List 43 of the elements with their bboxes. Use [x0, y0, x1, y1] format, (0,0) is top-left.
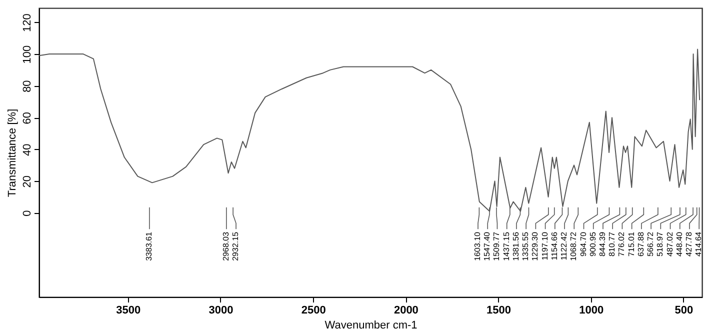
x-tick-label: 1500	[486, 304, 512, 316]
annotation: 1381.56	[511, 231, 520, 261]
annotation: 2968.03	[221, 231, 230, 261]
annotation: 844.39	[598, 231, 607, 256]
x-tick-label: 500	[674, 304, 694, 316]
annotation: 427.78	[684, 231, 694, 256]
annotation: 1122.42	[560, 231, 569, 260]
annotation: 1509.77	[492, 231, 502, 261]
y-tick-label: 120	[22, 14, 34, 32]
annotation: 1229.30	[530, 231, 540, 261]
annotation: 518.97	[656, 231, 665, 256]
x-tick-label: 1000	[579, 304, 604, 316]
annotation: 776.02	[617, 231, 626, 256]
annotation: 637.88	[636, 231, 646, 256]
annotation: 964.70	[578, 231, 588, 256]
annotation: 1154.66	[550, 231, 559, 260]
x-tick-label: 2000	[394, 304, 418, 316]
y-tick-label: 60	[22, 112, 34, 124]
annotation: 810.77	[608, 231, 617, 256]
annotation: 487.02	[665, 231, 674, 256]
annotation: 900.95	[588, 231, 598, 256]
y-tick-label: 20	[22, 175, 34, 188]
y-tick-label: 40	[22, 144, 34, 156]
annotation: 448.40	[674, 231, 684, 256]
annotation: 1068.72	[569, 231, 578, 261]
annotation: 1335.55	[521, 231, 530, 261]
y-tick-label: 100	[22, 45, 34, 64]
annotation: 2932.15	[231, 231, 240, 261]
annotation: 1197.10	[540, 231, 550, 260]
annotation: 414.64	[694, 231, 704, 256]
annotation: 1603.10	[473, 231, 482, 261]
annotation: 566.72	[646, 231, 656, 256]
y-axis-title: Transmittance [%]	[6, 108, 18, 198]
annotation: 1437.15	[502, 231, 511, 261]
x-tick-label: 2500	[301, 304, 326, 316]
x-tick-label: 3000	[208, 304, 234, 316]
annotation: 715.01	[626, 231, 636, 256]
x-tick-label: 3500	[116, 304, 141, 316]
annotation: 1547.40	[482, 231, 492, 261]
annotation: 3383.61	[144, 231, 154, 261]
x-axis-title: Wavenumber cm-1	[324, 320, 418, 332]
y-tick-label: 80	[22, 80, 34, 92]
y-tick-label: 0	[22, 210, 34, 216]
